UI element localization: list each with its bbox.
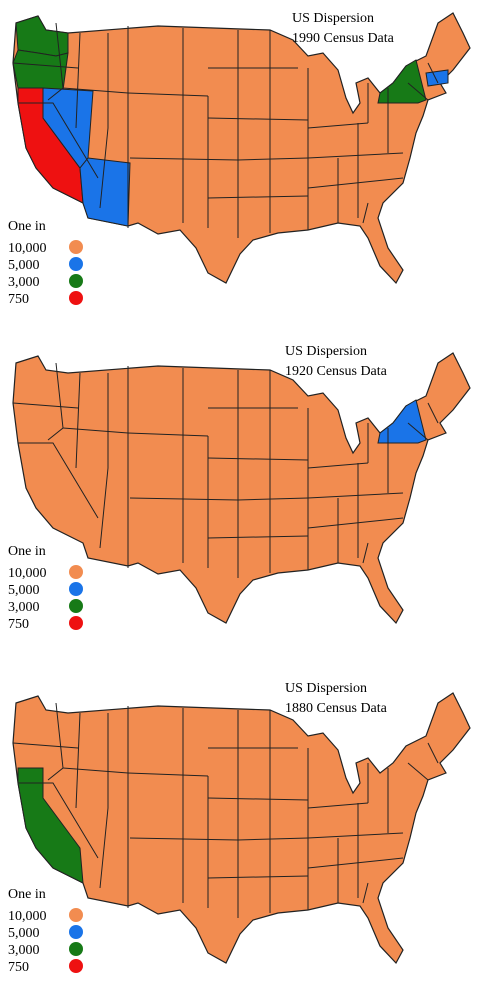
legend-swatch [69, 942, 83, 956]
legend-swatch [69, 908, 83, 922]
state-border [207, 535, 309, 539]
state-border [407, 422, 429, 441]
legend-swatch [69, 959, 83, 973]
state-highlight [15, 15, 69, 57]
legend-swatch [69, 240, 83, 254]
state-border [99, 713, 109, 889]
state-border [362, 542, 369, 564]
legend-label: 10,000 [8, 566, 47, 581]
legend-label: 10,000 [8, 241, 47, 256]
state-border [237, 837, 309, 841]
state-border [129, 157, 239, 161]
state-border [127, 432, 209, 437]
state-border [99, 33, 109, 209]
legend-label: 750 [8, 617, 29, 632]
state-border [18, 782, 99, 859]
legend-label: 10,000 [8, 909, 47, 924]
legend-label: 3,000 [8, 275, 40, 290]
state-border [407, 82, 429, 101]
legend-swatch [69, 582, 83, 596]
state-border [207, 117, 309, 121]
legend-swatch [69, 257, 83, 271]
state-border [75, 712, 81, 809]
state-border [62, 427, 129, 434]
us-map [12, 692, 471, 965]
legend-swatch [69, 291, 83, 305]
state-border [18, 442, 99, 519]
state-highlight [377, 59, 427, 104]
state-border [75, 372, 81, 469]
state-border [129, 837, 239, 841]
state-highlight [79, 157, 131, 227]
state-border [12, 62, 79, 69]
state-border [75, 32, 81, 129]
state-border [129, 497, 239, 501]
state-border [237, 157, 309, 161]
state-border [207, 875, 309, 879]
legend-heading: One in [8, 887, 46, 902]
country-fill [12, 692, 471, 965]
state-border [307, 492, 404, 499]
state-border [62, 767, 129, 774]
state-border [207, 457, 309, 461]
legend-label: 750 [8, 960, 29, 975]
state-border [427, 62, 439, 84]
us-map [12, 12, 471, 285]
legend-label: 750 [8, 292, 29, 307]
map-title: US Dispersion [292, 11, 374, 26]
legend-heading: One in [8, 219, 46, 234]
state-border [307, 832, 404, 839]
legend-label: 5,000 [8, 258, 40, 273]
map-subtitle: 1990 Census Data [292, 31, 395, 46]
state-border [307, 517, 404, 529]
state-border [307, 152, 404, 159]
state-border [62, 87, 129, 94]
legend-label: 3,000 [8, 600, 40, 615]
legend-swatch [69, 616, 83, 630]
map-subtitle: 1880 Census Data [285, 701, 388, 716]
legend-label: 5,000 [8, 926, 40, 941]
state-border [362, 202, 369, 224]
country-fill [12, 352, 471, 625]
state-border [407, 762, 429, 781]
state-border [362, 882, 369, 904]
state-highlight [12, 49, 69, 91]
map-subtitle: 1920 Census Data [285, 364, 388, 379]
state-border [427, 742, 439, 764]
legend-swatch [69, 565, 83, 579]
state-border [18, 102, 99, 179]
state-border [307, 177, 404, 189]
state-border [207, 797, 309, 801]
state-border [127, 92, 209, 97]
state-highlight [425, 69, 449, 87]
legend-label: 5,000 [8, 583, 40, 598]
state-highlight [377, 399, 427, 444]
us-map [12, 352, 471, 625]
state-border [427, 402, 439, 424]
state-border [99, 373, 109, 549]
map-title: US Dispersion [285, 344, 367, 359]
state-border [307, 857, 404, 869]
state-border [127, 772, 209, 777]
state-border [237, 497, 309, 501]
legend-heading: One in [8, 544, 46, 559]
map-title: US Dispersion [285, 681, 367, 696]
legend-swatch [69, 925, 83, 939]
legend-label: 3,000 [8, 943, 40, 958]
legend-swatch [69, 274, 83, 288]
state-border [12, 742, 79, 749]
state-border [12, 402, 79, 409]
legend-swatch [69, 599, 83, 613]
state-border [207, 195, 309, 199]
